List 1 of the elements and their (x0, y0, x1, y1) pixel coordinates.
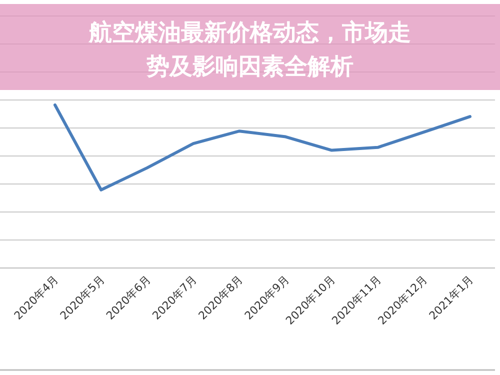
chart-title: 航空煤油最新价格动态，市场走势及影响因素全解析 (88, 19, 411, 80)
